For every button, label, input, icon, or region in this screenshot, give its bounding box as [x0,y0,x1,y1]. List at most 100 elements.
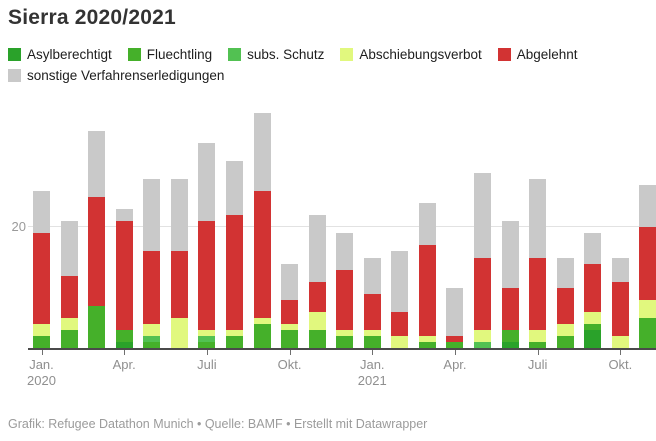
bar-segment-sonstige-verfahrenserledigungen[interactable] [253,112,271,192]
bar-segment-abgelehnt[interactable] [33,233,50,324]
bar-segment-abgelehnt[interactable] [418,245,436,336]
bar-segment-abgelehnt[interactable] [170,251,188,318]
bar-jun-2020[interactable] [170,179,188,348]
bar-segment-abgelehnt[interactable] [143,251,161,324]
bar-segment-abgelehnt[interactable] [225,215,243,330]
bar-dez-2020[interactable] [336,233,354,348]
bar-segment-fluechtling[interactable] [418,341,436,348]
bar-segment-sonstige-verfahrenserledigungen[interactable] [556,257,574,288]
bar-segment-fluechtling[interactable] [501,329,519,342]
bar-sep-2020[interactable] [253,112,271,348]
bar-segment-sonstige-verfahrenserledigungen[interactable] [33,191,50,234]
bar-segment-sonstige-verfahrenserledigungen[interactable] [60,221,78,276]
bar-segment-abgelehnt[interactable] [501,287,519,330]
bar-segment-fluechtling[interactable] [308,329,326,348]
bar-segment-abgelehnt[interactable] [115,221,133,330]
bar-segment-sonstige-verfahrenserledigungen[interactable] [446,287,464,336]
bar-segment-sonstige-verfahrenserledigungen[interactable] [611,257,629,282]
bar-segment-abschiebungsverbot[interactable] [281,323,299,330]
bar-segment-asylberechtigt[interactable] [501,341,519,348]
bar-segment-fluechtling[interactable] [60,329,78,348]
bar-segment-sonstige-verfahrenserledigungen[interactable] [88,130,106,198]
bar-segment-fluechtling[interactable] [225,335,243,348]
bar-segment-fluechtling[interactable] [584,323,602,330]
bar-apr-2020[interactable] [115,209,133,348]
bar-segment-abgelehnt[interactable] [391,311,409,336]
bar-segment-abgelehnt[interactable] [446,335,464,342]
bar-segment-abschiebungsverbot[interactable] [584,311,602,324]
bar-segment-abschiebungsverbot[interactable] [198,329,216,336]
bar-segment-sonstige-verfahrenserledigungen[interactable] [170,179,188,252]
bar-segment-fluechtling[interactable] [363,335,381,348]
bar-segment-abschiebungsverbot[interactable] [170,317,188,348]
bar-apr-2021[interactable] [446,287,464,348]
bar-segment-abschiebungsverbot[interactable] [611,335,629,348]
bar-segment-abgelehnt[interactable] [88,197,106,306]
bar-jun-2021[interactable] [501,221,519,348]
bar-segment-fluechtling[interactable] [281,329,299,348]
bar-segment-abschiebungsverbot[interactable] [336,329,354,336]
bar-segment-sonstige-verfahrenserledigungen[interactable] [336,233,354,270]
bar-segment-abgelehnt[interactable] [474,257,492,330]
bar-segment-subs-schutz[interactable] [143,335,161,342]
bar-segment-abgelehnt[interactable] [611,281,629,336]
bar-jan-2021[interactable] [363,257,381,348]
bar-segment-sonstige-verfahrenserledigungen[interactable] [529,179,547,258]
bar-nov-2021[interactable] [639,185,656,348]
bar-segment-abschiebungsverbot[interactable] [33,323,50,336]
bar-sep-2021[interactable] [584,233,602,348]
bar-segment-abgelehnt[interactable] [308,281,326,312]
bar-segment-sonstige-verfahrenserledigungen[interactable] [584,233,602,264]
bar-segment-fluechtling[interactable] [446,341,464,348]
bar-segment-fluechtling[interactable] [143,341,161,348]
bar-segment-abschiebungsverbot[interactable] [391,335,409,348]
bar-segment-subs-schutz[interactable] [474,341,492,348]
bar-segment-fluechtling[interactable] [336,335,354,348]
bar-segment-abgelehnt[interactable] [281,299,299,324]
bar-segment-fluechtling[interactable] [556,335,574,348]
bar-segment-fluechtling[interactable] [115,329,133,342]
bar-segment-abgelehnt[interactable] [556,287,574,324]
bar-segment-fluechtling[interactable] [88,305,106,348]
bar-segment-abgelehnt[interactable] [253,191,271,318]
bar-segment-asylberechtigt[interactable] [115,341,133,348]
bar-jan-2020[interactable] [33,191,50,348]
bar-segment-abschiebungsverbot[interactable] [143,323,161,336]
bar-mär-2021[interactable] [418,203,436,348]
bar-segment-asylberechtigt[interactable] [584,329,602,348]
bar-segment-sonstige-verfahrenserledigungen[interactable] [639,185,656,228]
bar-segment-abgelehnt[interactable] [639,227,656,300]
bar-segment-abschiebungsverbot[interactable] [308,311,326,330]
bar-segment-fluechtling[interactable] [198,341,216,348]
bar-segment-abschiebungsverbot[interactable] [639,299,656,318]
bar-segment-sonstige-verfahrenserledigungen[interactable] [391,251,409,312]
bar-segment-sonstige-verfahrenserledigungen[interactable] [281,263,299,300]
bar-segment-abschiebungsverbot[interactable] [363,329,381,336]
bar-mai-2021[interactable] [474,173,492,348]
bar-segment-abschiebungsverbot[interactable] [225,329,243,336]
bar-mai-2020[interactable] [143,179,161,348]
bar-segment-abgelehnt[interactable] [198,221,216,330]
bar-segment-fluechtling[interactable] [529,341,547,348]
bar-jul-2021[interactable] [529,179,547,348]
bar-segment-abschiebungsverbot[interactable] [60,317,78,330]
bar-segment-abschiebungsverbot[interactable] [556,323,574,336]
bar-segment-sonstige-verfahrenserledigungen[interactable] [501,221,519,288]
bar-segment-sonstige-verfahrenserledigungen[interactable] [198,142,216,222]
bar-segment-fluechtling[interactable] [253,323,271,348]
bar-segment-abgelehnt[interactable] [363,293,381,330]
bar-segment-fluechtling[interactable] [33,335,50,348]
bar-segment-abschiebungsverbot[interactable] [418,335,436,342]
bar-segment-abgelehnt[interactable] [529,257,547,330]
bar-aug-2020[interactable] [225,160,243,348]
bar-feb-2020[interactable] [60,221,78,348]
bar-segment-abschiebungsverbot[interactable] [253,317,271,324]
bar-segment-abgelehnt[interactable] [336,269,354,330]
bar-segment-sonstige-verfahrenserledigungen[interactable] [418,203,436,246]
bar-aug-2021[interactable] [556,257,574,348]
bar-segment-fluechtling[interactable] [639,317,656,348]
bar-mär-2020[interactable] [88,130,106,348]
bar-segment-sonstige-verfahrenserledigungen[interactable] [115,209,133,222]
bar-segment-abgelehnt[interactable] [584,263,602,312]
bar-segment-abgelehnt[interactable] [60,275,78,318]
